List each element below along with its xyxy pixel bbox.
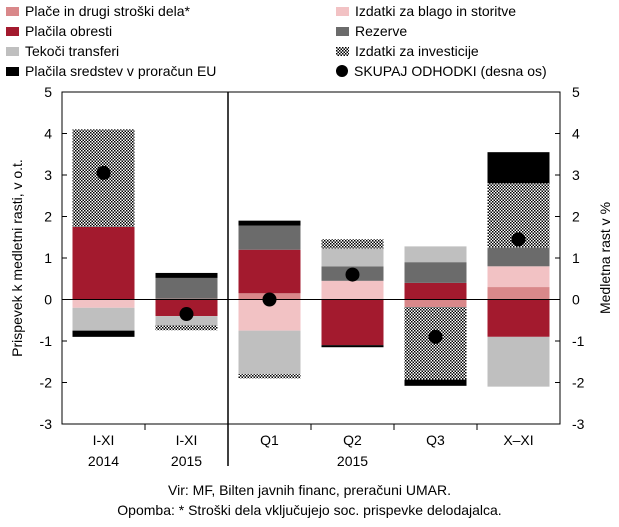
y-tick-label: 5 [44, 84, 52, 100]
legend-label: SKUPAJ ODHODKI (desna os) [354, 63, 547, 79]
x-group-label: 2015 [337, 453, 368, 469]
legend-swatch [6, 6, 19, 16]
x-tick-label: I-XI [93, 432, 115, 448]
bar-segment [404, 246, 467, 263]
bar-segment [404, 379, 467, 386]
y-tick-label: -3 [40, 416, 53, 432]
total-dot [96, 165, 111, 180]
y2-tick-label: 4 [572, 126, 580, 142]
legend-label: Tekoči transferi [25, 43, 120, 59]
legend-label: Izdatki za blago in storitve [355, 3, 517, 19]
legend-item-interest: Plačila obresti [6, 23, 112, 39]
x-group-label: 2015 [171, 453, 202, 469]
bar-segment [321, 239, 384, 249]
bar-segment [238, 225, 301, 250]
y2-axis-label: Medletna rast v % [597, 202, 613, 314]
legend-swatch [6, 46, 19, 56]
y2-tick-label: -1 [572, 333, 585, 349]
bar-segment [72, 226, 135, 300]
bar-segment [487, 336, 550, 387]
source-note: Vir: MF, Bilten javnih financ, preračuni… [168, 482, 451, 498]
bar-segment [238, 330, 301, 375]
legend-item-eu-budget: Plačila sredstev v proračun EU [6, 63, 216, 79]
y2-tick-label: 0 [572, 292, 580, 308]
y2-tick-label: -2 [572, 375, 585, 391]
legend-item-wages: Plače in drugi stroški dela* [6, 3, 190, 19]
y-tick-label: -1 [40, 333, 53, 349]
legend-label: Plače in drugi stroški dela* [25, 3, 190, 19]
legend-swatch [6, 66, 19, 76]
total-dot [345, 267, 360, 282]
y-tick-label: 1 [44, 250, 52, 266]
x-tick-label: I-XI [176, 432, 198, 448]
bar-segment [321, 248, 384, 267]
bar-segment [404, 299, 467, 307]
bar-segment [238, 220, 301, 226]
bar-segment [404, 282, 467, 300]
bar-segment [155, 325, 218, 331]
y2-tick-label: 2 [572, 209, 580, 225]
legend-item-total: SKUPAJ ODHODKI (desna os) [336, 63, 547, 79]
bar-segment [404, 262, 467, 283]
y-axis-label: Prispevek k medletni rasti, v o.t. [9, 159, 25, 357]
legend-dot [336, 65, 348, 77]
bar-segment [72, 307, 135, 331]
bar-segment [487, 266, 550, 288]
legend-item-investment: Izdatki za investicije [336, 43, 479, 59]
y-tick-label: 3 [44, 167, 52, 183]
bar-segment [321, 299, 384, 346]
y2-tick-label: -3 [572, 416, 585, 432]
bar-segment [487, 247, 550, 267]
legend-item-transfers: Tekoči transferi [6, 43, 119, 59]
x-tick-label: X–XI [503, 432, 533, 448]
total-dot [179, 307, 194, 322]
bar-segment [72, 299, 135, 308]
x-tick-label: Q1 [260, 432, 279, 448]
y-tick-label: 0 [44, 292, 52, 308]
x-group-label: 2014 [88, 453, 119, 469]
x-tick-label: Q2 [343, 432, 362, 448]
y2-tick-label: 5 [572, 84, 580, 100]
plot-frame [61, 91, 561, 425]
legend-swatch-checker [336, 46, 349, 56]
legend-item-goods-services: Izdatki za blago in storitve [336, 3, 516, 19]
y2-tick-label: 3 [572, 167, 580, 183]
bar-segment [155, 277, 218, 299]
bar-segment [487, 152, 550, 184]
bar-segment [321, 345, 384, 348]
total-dot [262, 292, 277, 307]
bar-segment [487, 287, 550, 300]
y-tick-label: 4 [44, 126, 52, 142]
legend-swatch [336, 6, 349, 16]
legend: Plače in drugi stroški dela* Izdatki za … [0, 0, 619, 90]
legend-swatch [6, 26, 19, 36]
bar-segment [155, 272, 218, 278]
bar-segment [72, 330, 135, 337]
footnote: Opomba: * Stroški dela vključujejo soc. … [117, 502, 502, 518]
legend-item-reserves: Rezerve [336, 23, 407, 39]
legend-label: Plačila sredstev v proračun EU [25, 63, 217, 79]
legend-label: Izdatki za investicije [355, 43, 479, 59]
bar-segment [238, 249, 301, 294]
legend-label: Plačila obresti [25, 23, 113, 39]
y2-tick-label: 1 [572, 250, 580, 266]
legend-label: Rezerve [355, 23, 408, 39]
bar-segment [238, 374, 301, 379]
bar-segment [487, 299, 550, 337]
total-dot [428, 329, 443, 344]
total-dot [511, 232, 526, 247]
legend-swatch [336, 26, 349, 36]
y-tick-label: 2 [44, 209, 52, 225]
y-tick-label: -2 [40, 375, 53, 391]
bar-segment [321, 280, 384, 300]
x-tick-label: Q3 [426, 432, 445, 448]
